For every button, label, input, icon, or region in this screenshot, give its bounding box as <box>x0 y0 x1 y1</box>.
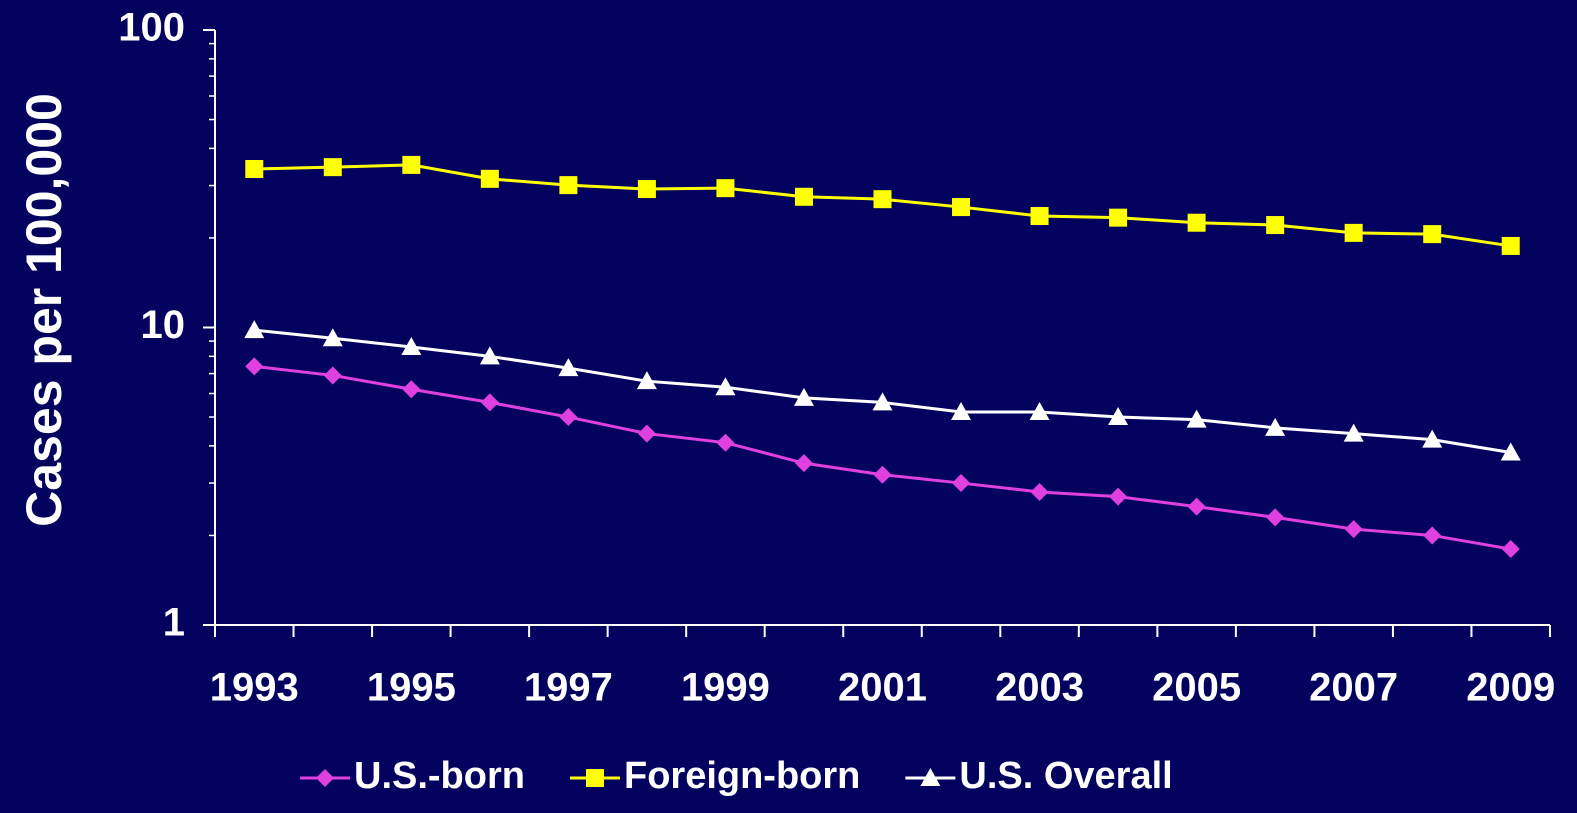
data-point <box>1500 442 1521 461</box>
y-axis-label: Cases per 100,000 <box>16 93 72 527</box>
data-point <box>323 366 342 385</box>
y-tick-label: 1 <box>163 601 185 645</box>
x-tick-label: 1993 <box>210 666 299 710</box>
data-point <box>559 408 578 427</box>
data-point <box>794 454 813 473</box>
data-point <box>1266 508 1285 527</box>
x-tick-label: 2007 <box>1309 666 1398 710</box>
data-point <box>1030 207 1049 226</box>
x-tick-label: 2009 <box>1466 666 1555 710</box>
data-point <box>716 179 735 198</box>
data-point <box>794 187 813 206</box>
data-point <box>1344 223 1363 242</box>
data-point <box>479 346 500 365</box>
data-point <box>1187 497 1206 516</box>
x-tick-label: 2005 <box>1152 666 1241 710</box>
x-tick-label: 2001 <box>838 666 927 710</box>
y-tick-label: 100 <box>118 6 185 50</box>
data-point <box>480 393 499 412</box>
data-point <box>245 160 264 179</box>
data-point <box>637 180 656 199</box>
data-point <box>1423 526 1442 545</box>
y-tick-label: 10 <box>141 303 186 347</box>
data-point <box>1108 407 1129 426</box>
x-tick-label: 2003 <box>995 666 1084 710</box>
data-point <box>244 320 265 339</box>
data-point <box>1422 429 1443 448</box>
data-point <box>480 169 499 188</box>
x-tick-label: 1999 <box>681 666 770 710</box>
data-point <box>637 424 656 443</box>
data-point <box>951 401 972 420</box>
data-point <box>1266 216 1285 235</box>
legend-marker <box>316 769 334 787</box>
data-point <box>872 392 893 411</box>
data-point <box>558 358 579 377</box>
data-point <box>559 176 578 195</box>
data-point <box>873 465 892 484</box>
data-point <box>322 328 343 347</box>
data-point <box>1186 409 1207 428</box>
legend-label: U.S.-born <box>354 755 525 797</box>
data-point <box>402 380 421 399</box>
legend-marker <box>585 769 604 787</box>
data-point <box>1344 520 1363 539</box>
data-point <box>401 336 422 355</box>
data-point <box>1343 423 1364 442</box>
x-tick-label: 1995 <box>367 666 456 710</box>
data-point <box>245 357 264 376</box>
data-point <box>1030 482 1049 501</box>
data-point <box>1501 236 1520 255</box>
data-point <box>1187 213 1206 232</box>
legend-marker <box>920 768 941 786</box>
data-point <box>715 377 736 396</box>
data-point <box>1109 487 1128 506</box>
data-point <box>1265 417 1286 436</box>
data-point <box>1501 540 1520 559</box>
legend-label: Foreign-born <box>624 755 860 797</box>
data-point <box>636 371 657 390</box>
data-point <box>402 155 421 174</box>
data-point <box>873 190 892 209</box>
legend-label: U.S. Overall <box>959 755 1172 797</box>
data-point <box>793 387 814 406</box>
x-tick-label: 1997 <box>524 666 613 710</box>
data-point <box>1109 208 1128 227</box>
data-point <box>1423 225 1442 244</box>
data-point <box>952 474 971 493</box>
data-point <box>716 433 735 452</box>
data-point <box>952 198 971 217</box>
data-point <box>323 158 342 177</box>
data-point <box>1029 401 1050 420</box>
